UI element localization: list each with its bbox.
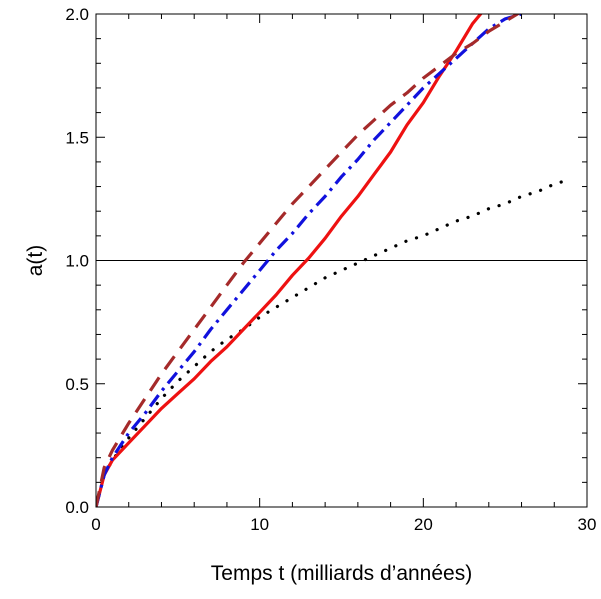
x-tick-label: 10 (250, 515, 269, 534)
y-tick-label: 1.0 (65, 252, 89, 271)
series-group (96, 14, 573, 507)
series-dashed-line (96, 14, 521, 507)
x-axis-title: Temps t (milliards d’années) (211, 562, 472, 585)
y-axis-title: a(t) (24, 245, 47, 277)
series-dash-dot-line (96, 14, 522, 507)
y-tick-label: 0.5 (65, 375, 89, 394)
series-solid-line (96, 14, 483, 507)
series-dotted-line (96, 177, 573, 507)
y-tick-label: 1.5 (65, 128, 89, 147)
x-tick-label: 30 (578, 515, 597, 534)
x-tick-label: 0 (91, 515, 100, 534)
y-tick-label: 2.0 (65, 5, 89, 24)
x-tick-label: 20 (414, 515, 433, 534)
y-tick-label: 0.0 (65, 498, 89, 517)
axes-group: 0 10 20 30 0.0 0.5 1.0 1.5 2.0 (65, 5, 596, 534)
